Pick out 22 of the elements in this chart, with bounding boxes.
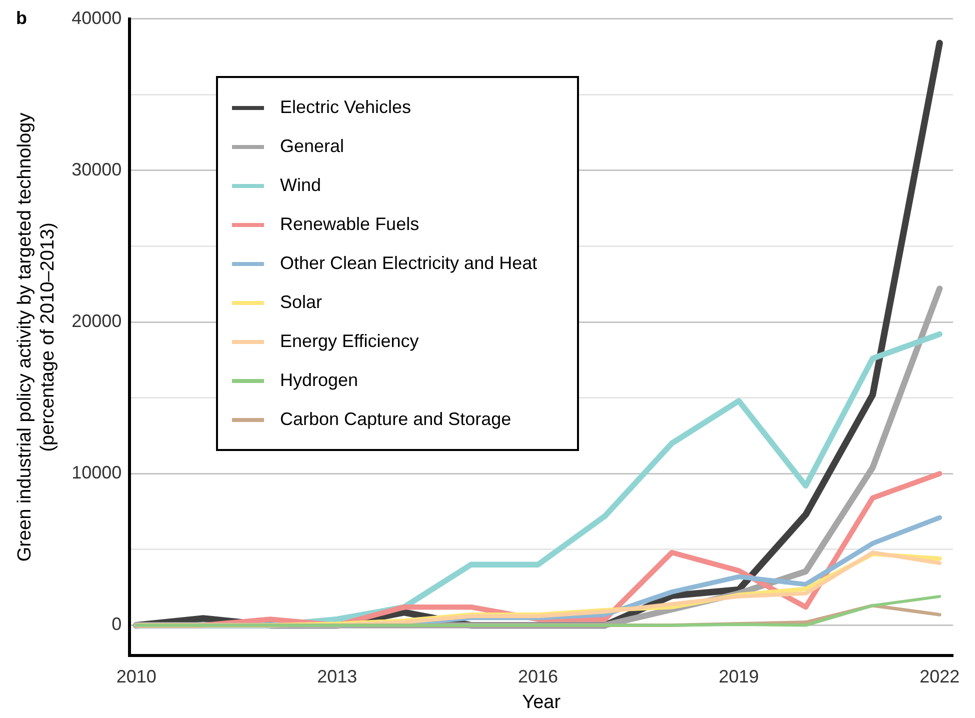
legend-label: Renewable Fuels — [280, 214, 420, 235]
legend-label: Solar — [280, 292, 322, 313]
y-axis-title: Green industrial policy activity by targeted technology (percentage of 2010–2013) — [14, 112, 58, 562]
x-tick-label: 2010 — [116, 666, 156, 686]
x-tick-label: 2013 — [317, 666, 358, 686]
x-tick-label: 2022 — [920, 666, 960, 686]
legend-label: Wind — [280, 175, 322, 196]
x-tick-label: 2019 — [718, 666, 759, 686]
y-tick-label: 0 — [112, 614, 122, 634]
y-tick-label: 20000 — [72, 311, 122, 332]
legend-label: Electric Vehicles — [280, 97, 412, 118]
legend-label: Other Clean Electricity and Heat — [280, 253, 538, 274]
y-tick-label: 40000 — [72, 8, 122, 28]
legend-label: Hydrogen — [280, 370, 358, 391]
legend-label: Carbon Capture and Storage — [280, 409, 512, 430]
x-tick-label: 2016 — [518, 666, 558, 686]
y-tick-label: 10000 — [72, 462, 122, 483]
legend-label: Energy Efficiency — [280, 331, 419, 352]
y-tick-label: 30000 — [72, 159, 122, 180]
legend-label: General — [280, 136, 344, 157]
text: b — [16, 8, 27, 29]
x-axis-title: Year — [522, 692, 562, 713]
